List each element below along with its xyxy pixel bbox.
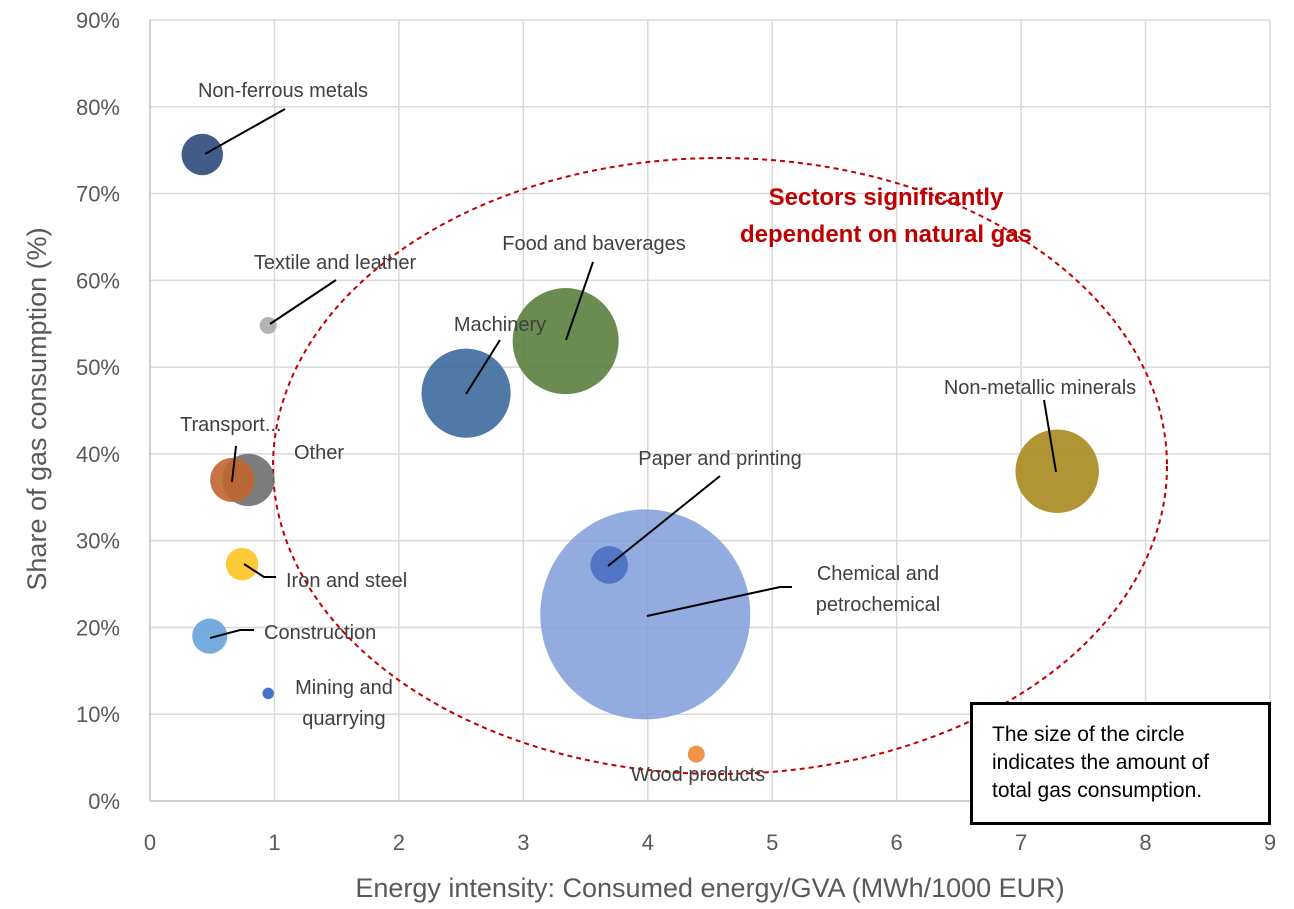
bubble-label-line: Machinery (454, 314, 546, 336)
bubble-label-line: Textile and leather (254, 252, 417, 274)
bubble (181, 133, 224, 176)
callout-text: Sectors significantly dependent on natura… (740, 184, 1032, 248)
bubble-label: Textile and leather (254, 252, 417, 274)
x-tick-label: 6 (891, 830, 903, 855)
bubble-label: Non-ferrous metals (198, 80, 368, 102)
bubble-label-line: Food and baverages (502, 233, 685, 255)
x-tick-label: 4 (642, 830, 654, 855)
bubble-label: Other (294, 442, 344, 464)
bubble-label-line: Mining and (295, 677, 393, 699)
bubble-label-line: Wood products (631, 764, 765, 786)
bubble (540, 509, 751, 720)
y-tick-label: 40% (76, 442, 120, 467)
bubble (262, 687, 274, 700)
bubble-label-line: Transport... (180, 414, 282, 436)
bubble-label: Construction (264, 622, 376, 644)
leader-line (269, 279, 337, 325)
y-tick-label: 70% (76, 182, 120, 207)
bubble-label: Wood products (631, 764, 765, 786)
x-tick-label: 7 (1015, 830, 1027, 855)
bubble (687, 745, 705, 763)
leader-line (1043, 399, 1057, 473)
y-tick-label: 0% (88, 789, 120, 814)
x-tick-label: 0 (144, 830, 156, 855)
leader-line (231, 445, 237, 483)
y-tick-label: 90% (76, 8, 120, 33)
leader-line (209, 629, 254, 639)
bubble-label: Food and baverages (502, 233, 685, 255)
y-tick-label: 50% (76, 355, 120, 380)
callout-line: dependent on natural gas (740, 221, 1032, 248)
leader-line (565, 261, 594, 341)
note-line: The size of the circle (992, 723, 1185, 746)
leader-line (465, 339, 501, 395)
leader-lines (204, 108, 1057, 639)
x-tick-label: 5 (766, 830, 778, 855)
bubble-label: Chemical and petrochemical (816, 563, 941, 616)
bubble-label: Paper and printing (638, 448, 801, 470)
bubble-label: Machinery (454, 314, 546, 336)
x-tick-label: 2 (393, 830, 405, 855)
y-tick-label: 60% (76, 268, 120, 293)
leader-line (607, 475, 721, 567)
callout-ellipse-group (272, 157, 1168, 775)
bubble (512, 288, 619, 395)
bubble-label-line: quarrying (302, 708, 385, 730)
bubble (192, 618, 228, 654)
leader-line (243, 563, 276, 578)
bubble-label: Transport... (180, 414, 282, 436)
bubble-label: Mining and quarrying (295, 677, 393, 730)
y-axis-title: Share of gas consumption (%) (22, 227, 52, 590)
note-line: total gas consumption. (992, 779, 1203, 802)
y-tick-label: 80% (76, 95, 120, 120)
callout-ellipse (272, 157, 1168, 775)
bubble (259, 316, 277, 334)
bubble-label-line: Paper and printing (638, 448, 801, 470)
bubble (1015, 429, 1099, 513)
bubble-labels: Chemical and petrochemical Food and bavera… (180, 80, 1136, 786)
bubble-label-line: Construction (264, 622, 376, 644)
leader-line (646, 586, 792, 617)
bubble-label: Iron and steel (286, 570, 407, 592)
bubble (225, 547, 259, 581)
x-tick-label: 3 (517, 830, 529, 855)
tick-labels: 0 1 2 3 4 5 6 7 8 90%10%20%30%40%50%60%70%80%90% (76, 8, 1276, 855)
bubble-label-line: Other (294, 442, 344, 464)
bubble-label-line: petrochemical (816, 594, 941, 616)
leader-line (204, 108, 286, 155)
x-tick-label: 1 (268, 830, 280, 855)
bubble-label: Non-metallic minerals (944, 377, 1136, 399)
y-tick-label: 10% (76, 702, 120, 727)
y-tick-label: 30% (76, 529, 120, 554)
bubble-label-line: Chemical and (817, 563, 939, 585)
note-line: indicates the amount of (992, 751, 1210, 774)
bubble-label-line: Iron and steel (286, 570, 407, 592)
callout-text-group: Sectors significantly dependent on natura… (740, 184, 1032, 248)
y-tick-label: 20% (76, 615, 120, 640)
bubble-label-line: Non-ferrous metals (198, 80, 368, 102)
x-tick-label: 9 (1264, 830, 1276, 855)
bubble-label-line: Non-metallic minerals (944, 377, 1136, 399)
x-axis-title: Energy intensity: Consumed energy/GVA (M… (355, 873, 1064, 903)
x-tick-label: 8 (1139, 830, 1151, 855)
callout-line: Sectors significantly (769, 184, 1004, 211)
bubble-size-note: The size of the circle indicates the amo… (970, 702, 1271, 825)
